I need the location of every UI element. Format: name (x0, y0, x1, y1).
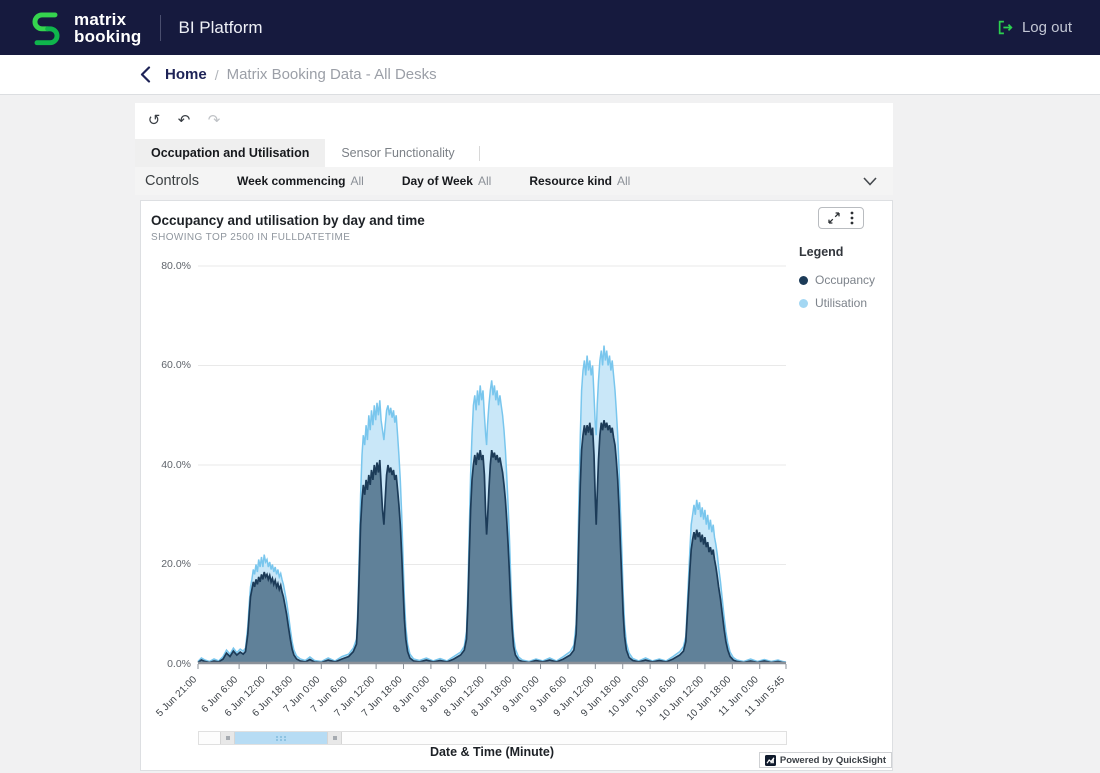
chart-subtitle: SHOWING TOP 2500 IN FULLDATETIME (151, 232, 350, 243)
logout-button[interactable]: Log out (997, 19, 1072, 36)
occupancy-dot-icon (799, 276, 808, 285)
occupancy-utilisation-area-chart[interactable]: 5 Jun 21:006 Jun 6:006 Jun 12:006 Jun 18… (198, 266, 786, 729)
brush-selection[interactable] (235, 732, 327, 744)
tab-sensor-functionality[interactable]: Sensor Functionality (325, 139, 470, 167)
y-tick-20: 20.0% (141, 558, 191, 570)
redo-icon[interactable]: ↷ (203, 109, 225, 131)
logout-icon (997, 19, 1014, 36)
y-tick-40: 40.0% (141, 459, 191, 471)
sheet-tab-bar: Occupation and Utilisation Sensor Functi… (135, 139, 893, 167)
maximize-icon[interactable] (828, 212, 840, 224)
back-chevron-icon[interactable] (140, 66, 151, 83)
app-header: matrix booking BI Platform Log out (0, 0, 1100, 55)
dashboard-toolbar: ↺ ↶ ↷ (143, 109, 225, 131)
filter-day-of-week[interactable]: Day of Week All (402, 174, 491, 188)
brush-track-left[interactable] (199, 732, 220, 744)
reset-icon[interactable]: ↺ (143, 109, 165, 131)
brand-logo[interactable]: matrix booking (28, 7, 142, 49)
powered-by-quicksight-badge: Powered by QuickSight (759, 752, 892, 768)
breadcrumb-home-link[interactable]: Home (165, 66, 207, 83)
controls-title: Controls (145, 173, 199, 189)
legend-item-utilisation[interactable]: Utilisation (799, 296, 891, 310)
powered-by-label: Powered by QuickSight (780, 755, 886, 766)
chart-title: Occupancy and utilisation by day and tim… (151, 213, 425, 228)
controls-bar: Controls Week commencing All Day of Week… (135, 167, 893, 195)
breadcrumb: Home / Matrix Booking Data - All Desks (0, 55, 1100, 95)
y-tick-60: 60.0% (141, 359, 191, 371)
quicksight-icon (765, 755, 776, 766)
y-tick-80: 80.0% (141, 260, 191, 272)
matrix-booking-logo-icon (28, 7, 64, 49)
chart-card: Occupancy and utilisation by day and tim… (140, 200, 893, 771)
breadcrumb-separator: / (215, 67, 219, 83)
filter-resource-kind[interactable]: Resource kind All (529, 174, 630, 188)
tab-divider (479, 146, 480, 161)
tab-occupation-and-utilisation[interactable]: Occupation and Utilisation (135, 139, 325, 167)
controls-collapse-chevron-icon[interactable] (863, 177, 877, 186)
product-name: BI Platform (179, 18, 263, 38)
utilisation-dot-icon (799, 299, 808, 308)
header-divider (160, 15, 161, 41)
undo-icon[interactable]: ↶ (173, 109, 195, 131)
logout-label: Log out (1022, 19, 1072, 36)
brush-handle-right[interactable] (327, 732, 342, 744)
brush-grip-icon (276, 736, 287, 741)
kebab-menu-icon[interactable] (850, 211, 854, 225)
visual-menu-buttons[interactable] (818, 207, 864, 229)
x-axis-title: Date & Time (Minute) (198, 745, 786, 759)
legend-item-occupancy[interactable]: Occupancy (799, 273, 891, 287)
date-range-brush[interactable] (198, 731, 787, 745)
svg-text:5 Jun 21:00: 5 Jun 21:00 (154, 674, 199, 719)
dashboard-sheet: ↺ ↶ ↷ Occupation and Utilisation Sensor … (135, 103, 893, 195)
breadcrumb-current-page: Matrix Booking Data - All Desks (227, 66, 437, 83)
brand-text: matrix booking (74, 11, 142, 45)
filter-week-commencing[interactable]: Week commencing All (237, 174, 364, 188)
legend-title: Legend (799, 245, 891, 259)
chart-legend: Legend Occupancy Utilisation (799, 245, 891, 319)
brush-handle-left[interactable] (220, 732, 235, 744)
y-tick-0: 0.0% (141, 658, 191, 670)
